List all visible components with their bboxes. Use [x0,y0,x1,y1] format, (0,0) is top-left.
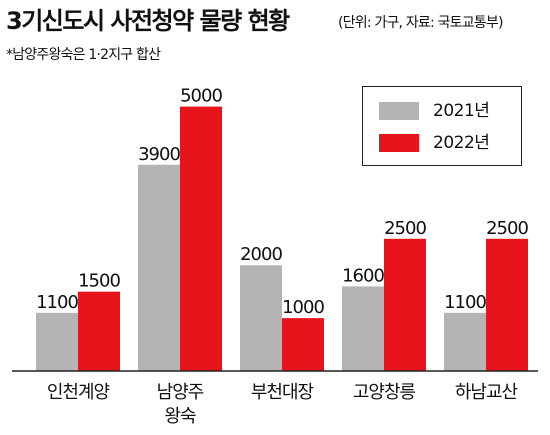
category-label-3: 고양창릉 [353,382,416,403]
legend-swatch-2022 [379,134,419,152]
category-label-1-line1: 왕숙 [164,406,196,427]
bar-2022-4 [486,238,528,371]
category-label-2: 부천대장 [251,382,314,403]
bar-2021-4 [444,312,486,371]
bar-2022-1 [180,106,222,372]
bar-2022-0 [78,291,120,371]
bar-2022-2 [282,318,324,371]
bar-2021-2 [240,265,282,371]
value-label-2022-0: 1500 [78,271,120,292]
category-label-1-line0: 남양주 [157,382,204,403]
bars-group [36,106,528,372]
footnote: *남양주왕숙은 1·2지구 합산 [6,47,161,63]
value-label-2021-0: 1100 [36,292,78,313]
value-label-2021-4: 1100 [444,292,486,313]
legend-label-2022: 2022년 [433,133,490,153]
category-label-0: 인천계양 [47,382,110,403]
value-label-2021-2: 2000 [240,244,282,265]
legend-swatch-2021 [379,102,419,120]
legend: 2021년 2022년 [362,86,522,166]
bar-2022-3 [384,238,426,371]
unit-source-note: (단위: 가구, 자료: 국토교통부) [338,15,503,31]
value-label-2022-1: 5000 [180,86,222,107]
value-label-2022-3: 2500 [384,218,426,239]
legend-label-2021: 2021년 [433,101,490,121]
value-label-2021-1: 3900 [138,144,180,165]
chart-title: 3기신도시 사전청약 물량 현황 [6,7,290,35]
value-label-2022-4: 2500 [486,218,528,239]
category-label-4: 하남교산 [455,382,518,403]
category-labels-group: 인천계양 남양주왕숙 부천대장 고양창릉 하남교산 [47,382,519,427]
bar-2021-3 [342,286,384,371]
bar-2021-1 [138,164,180,371]
value-label-2021-3: 1600 [342,265,384,286]
bar-2021-0 [36,312,78,371]
value-label-2022-2: 1000 [282,297,324,318]
